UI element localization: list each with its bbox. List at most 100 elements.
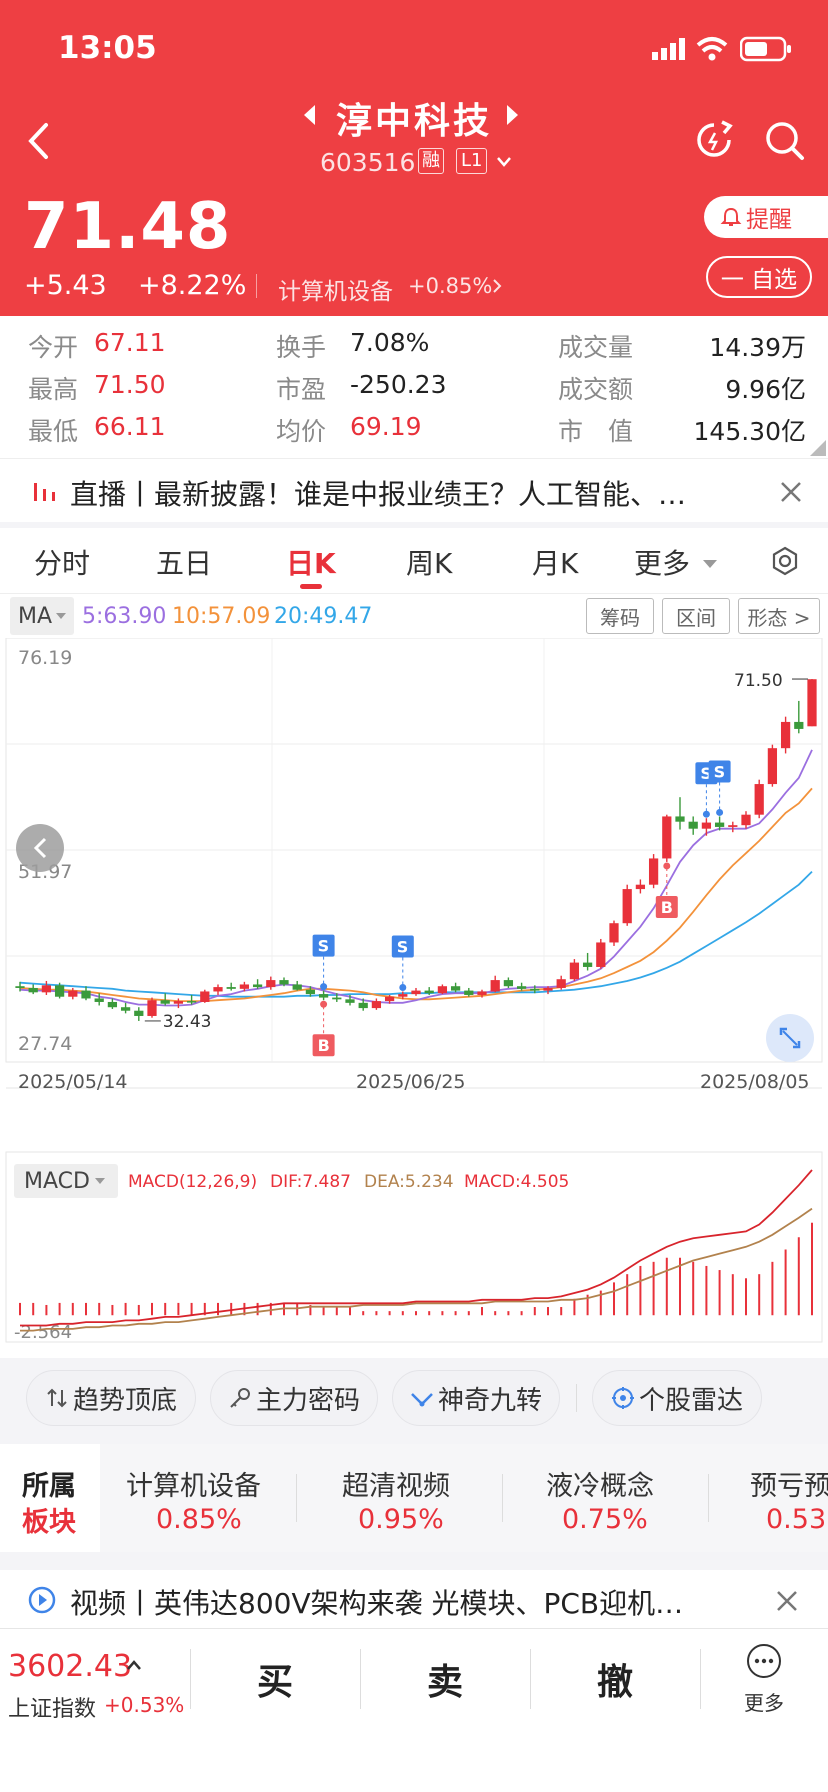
more-button[interactable]: 更多 bbox=[700, 1629, 828, 1729]
trend-top-bottom-button[interactable]: 趋势顶底 bbox=[26, 1370, 196, 1426]
news-title[interactable]: 视频丨英伟达800V架构来袭 光模块、PCB迎机… bbox=[70, 1587, 684, 1620]
candle-body[interactable] bbox=[332, 997, 342, 1000]
tab-5[interactable]: 更多 bbox=[634, 547, 691, 580]
add-watchlist-button[interactable]: 一 自选 bbox=[706, 256, 812, 298]
main-force-button[interactable]: 主力密码 bbox=[210, 1370, 378, 1426]
candle-body[interactable] bbox=[305, 989, 316, 995]
news-banner-video[interactable]: 视频丨英伟达800V架构来袭 光模块、PCB迎机… bbox=[0, 1570, 828, 1632]
candle-body[interactable] bbox=[635, 884, 646, 890]
sector-name[interactable]: 计算机设备 bbox=[126, 1471, 261, 1502]
buy-button[interactable]: 买 bbox=[190, 1629, 360, 1729]
buy-signal-badge[interactable] bbox=[655, 895, 678, 918]
fullscreen-button[interactable] bbox=[766, 1014, 814, 1062]
news-banner-live[interactable]: 直播丨最新披露！谁是中报业绩王？人工智能、… bbox=[0, 458, 828, 522]
candle-body[interactable] bbox=[675, 816, 685, 822]
scroll-left-button[interactable] bbox=[16, 824, 64, 872]
candle-body[interactable] bbox=[371, 1001, 382, 1009]
industry-pct[interactable]: +0.85% bbox=[408, 274, 493, 298]
sell-signal-badge[interactable] bbox=[708, 760, 731, 783]
candle-body[interactable] bbox=[424, 990, 434, 994]
candle-body[interactable] bbox=[622, 889, 632, 924]
candle-body[interactable] bbox=[437, 986, 448, 994]
back-icon[interactable] bbox=[26, 122, 50, 160]
candle-body[interactable] bbox=[688, 821, 698, 829]
chevron-down-icon[interactable] bbox=[496, 156, 512, 168]
candle-body[interactable] bbox=[173, 1001, 184, 1004]
candle-body[interactable] bbox=[582, 962, 593, 967]
candle-body[interactable] bbox=[186, 1001, 197, 1003]
candle-body[interactable] bbox=[714, 822, 725, 827]
settings-hexagon-icon[interactable] bbox=[770, 546, 800, 576]
candle-body[interactable] bbox=[28, 987, 38, 993]
tab-4[interactable]: 月K bbox=[532, 547, 579, 580]
industry-name[interactable]: 计算机设备 bbox=[278, 279, 393, 305]
chevron-right-icon[interactable] bbox=[492, 278, 502, 294]
candle-body[interactable] bbox=[450, 986, 461, 991]
chip-button[interactable]: 筹码 bbox=[586, 598, 654, 634]
candle-body[interactable] bbox=[503, 980, 514, 987]
next-stock-icon[interactable] bbox=[506, 104, 520, 126]
candle-body[interactable] bbox=[780, 721, 791, 749]
candle-body[interactable] bbox=[15, 986, 25, 988]
index-name[interactable]: 上证指数 bbox=[8, 1697, 97, 1722]
candle-body[interactable] bbox=[384, 996, 395, 1002]
candle-body[interactable] bbox=[569, 962, 580, 980]
candle-body[interactable] bbox=[411, 990, 421, 995]
tab-0[interactable]: 分时 bbox=[34, 547, 91, 580]
candle-body[interactable] bbox=[54, 985, 65, 997]
tab-2[interactable]: 日K bbox=[286, 547, 336, 580]
candle-body[interactable] bbox=[516, 986, 527, 989]
candle-body[interactable] bbox=[120, 1007, 131, 1011]
candle-body[interactable] bbox=[477, 991, 487, 995]
sell-button[interactable]: 卖 bbox=[360, 1629, 530, 1729]
range-button[interactable]: 区间 bbox=[662, 598, 730, 634]
candle-body[interactable] bbox=[543, 987, 553, 991]
candle-body[interactable] bbox=[807, 679, 817, 727]
candle-body[interactable] bbox=[41, 985, 52, 993]
candle-body[interactable] bbox=[728, 825, 738, 827]
candle-body[interactable] bbox=[252, 984, 263, 988]
sector-name[interactable]: 预亏预 bbox=[750, 1471, 828, 1502]
candle-body[interactable] bbox=[160, 1000, 170, 1004]
sell-signal-badge[interactable] bbox=[312, 934, 335, 957]
candle-body[interactable] bbox=[609, 923, 619, 943]
tab-1[interactable]: 五日 bbox=[156, 547, 213, 580]
candle-body[interactable] bbox=[68, 990, 78, 997]
candle-body[interactable] bbox=[648, 858, 659, 885]
candle-body[interactable] bbox=[490, 980, 500, 992]
candle-body[interactable] bbox=[292, 984, 302, 990]
stock-radar-button[interactable]: 个股雷达 bbox=[592, 1370, 762, 1426]
candle-body[interactable] bbox=[266, 980, 276, 988]
candle-body[interactable] bbox=[81, 990, 91, 999]
ma-selector[interactable]: MA bbox=[10, 597, 74, 635]
cancel-order-button[interactable]: 撤 bbox=[530, 1629, 700, 1729]
candle-body[interactable] bbox=[662, 816, 672, 859]
kline-chart-panel[interactable]: MA 5:63.90 10:57.09 20:49.47 筹码 区间 形态 > … bbox=[0, 594, 828, 1358]
candle-body[interactable] bbox=[754, 784, 764, 815]
candle-body[interactable] bbox=[94, 998, 104, 1002]
candle-body[interactable] bbox=[556, 979, 566, 988]
sector-name[interactable]: 超清视频 bbox=[342, 1471, 450, 1502]
sector-name[interactable]: 液冷概念 bbox=[546, 1471, 654, 1502]
candle-body[interactable] bbox=[147, 1000, 157, 1016]
caret-down-icon[interactable] bbox=[702, 558, 718, 570]
alert-button[interactable]: 提醒 bbox=[704, 196, 828, 238]
close-icon[interactable] bbox=[776, 1590, 798, 1612]
close-icon[interactable] bbox=[780, 481, 802, 503]
search-icon[interactable] bbox=[764, 120, 806, 162]
candle-body[interactable] bbox=[741, 814, 751, 826]
candle-body[interactable] bbox=[767, 748, 778, 785]
candle-body[interactable] bbox=[200, 991, 210, 1002]
candle-body[interactable] bbox=[794, 721, 804, 729]
candle-body[interactable] bbox=[530, 988, 540, 991]
prev-stock-icon[interactable] bbox=[302, 104, 316, 126]
pattern-button[interactable]: 形态 > bbox=[738, 598, 820, 634]
sell-signal-badge[interactable] bbox=[391, 935, 414, 958]
candle-body[interactable] bbox=[358, 1002, 368, 1009]
candle-body[interactable] bbox=[701, 822, 712, 829]
candle-body[interactable] bbox=[398, 994, 408, 997]
index-value[interactable]: 3602.43 bbox=[8, 1649, 133, 1684]
candle-body[interactable] bbox=[318, 994, 329, 998]
candle-body[interactable] bbox=[226, 987, 236, 989]
